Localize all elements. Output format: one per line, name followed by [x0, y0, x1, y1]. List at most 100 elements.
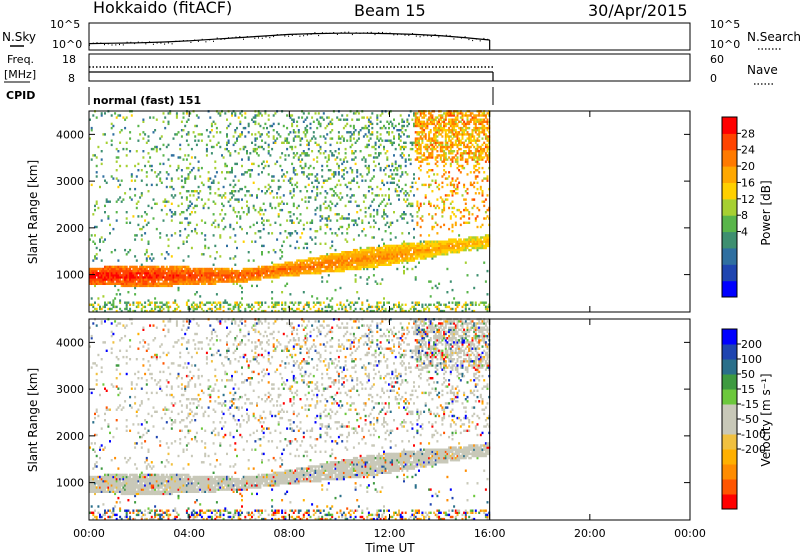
power-cell	[185, 272, 188, 275]
power-cell	[369, 261, 372, 264]
power-cell	[356, 223, 359, 227]
power-cell	[289, 272, 292, 275]
power-cell	[444, 154, 447, 157]
power-cell	[266, 274, 268, 277]
power-cell	[408, 114, 410, 117]
nsky-point	[460, 37, 462, 39]
power-cell	[438, 114, 441, 117]
power-cell	[321, 255, 324, 258]
power-cell	[140, 269, 143, 273]
power-cell	[274, 206, 277, 210]
power-cell	[114, 265, 117, 269]
power-cell	[222, 185, 225, 189]
power-cell	[418, 137, 420, 140]
power-cell	[478, 118, 481, 121]
power-cell	[112, 124, 115, 128]
power-cell	[304, 242, 307, 245]
nsky-point	[374, 33, 376, 36]
power-cell	[416, 152, 419, 155]
power-cell	[144, 284, 147, 288]
power-cell	[383, 147, 385, 151]
power-cell	[222, 274, 225, 277]
power-cell	[99, 240, 101, 243]
power-cell	[222, 280, 225, 283]
power-cell	[294, 131, 297, 134]
power-cell	[391, 177, 394, 180]
power-cell	[352, 126, 355, 130]
power-cell	[426, 253, 429, 256]
power-cell	[271, 206, 274, 210]
power-cell	[100, 280, 103, 283]
power-cell	[154, 267, 157, 271]
power-cell	[140, 282, 143, 285]
power-cell	[262, 223, 265, 227]
power-cell	[234, 175, 237, 178]
power-cell	[249, 272, 252, 275]
power-cell	[468, 154, 471, 157]
power-cell	[469, 236, 472, 239]
power-cell	[478, 112, 481, 115]
power-cell	[449, 124, 452, 128]
power-cell	[160, 274, 163, 277]
power-cell	[403, 257, 405, 260]
power-cell	[312, 185, 315, 189]
power-cell	[444, 194, 447, 197]
power-cell	[349, 255, 352, 258]
power-cell	[381, 238, 384, 241]
power-cell	[219, 255, 222, 258]
power-cell	[242, 145, 245, 149]
power-cell	[267, 269, 270, 273]
power-cell	[334, 288, 337, 292]
power-cell	[219, 272, 222, 275]
power-cell	[284, 274, 287, 277]
power-cell	[389, 244, 392, 248]
power-cell	[453, 244, 456, 248]
power-cell	[145, 267, 148, 271]
power-cell	[145, 141, 148, 144]
power-cell	[231, 190, 233, 193]
power-cell	[342, 126, 345, 130]
power-cell	[429, 116, 432, 119]
power-cell	[466, 158, 469, 161]
power-cell	[388, 248, 390, 252]
power-cell	[446, 253, 449, 256]
power-cell	[456, 133, 459, 136]
power-cell	[391, 251, 394, 254]
power-cell	[232, 208, 235, 212]
power-cell	[112, 272, 115, 275]
power-cell	[164, 269, 167, 273]
power-cell	[359, 255, 362, 258]
power-cell	[127, 251, 130, 254]
power-cell	[187, 173, 190, 176]
power-cell	[306, 221, 309, 224]
power-cell	[336, 257, 339, 260]
power-cell	[399, 145, 402, 149]
power-cell	[226, 135, 228, 138]
power-cell	[454, 309, 457, 313]
power-cell	[195, 267, 198, 271]
power-cell	[357, 137, 360, 140]
power-cell	[354, 156, 357, 159]
power-cell	[409, 242, 412, 245]
power-cell	[296, 272, 299, 275]
power-cell	[438, 154, 441, 157]
power-cell	[292, 120, 295, 123]
power-cell	[429, 204, 432, 208]
power-cell	[184, 179, 187, 182]
power-cell	[419, 240, 422, 243]
power-cell	[254, 147, 257, 151]
power-cell	[165, 278, 168, 281]
power-cell	[461, 158, 464, 161]
power-cell	[195, 232, 198, 235]
power-cell	[479, 244, 482, 248]
power-cell	[262, 267, 265, 271]
power-cell	[185, 166, 188, 170]
power-cell	[416, 309, 419, 313]
power-cell	[104, 301, 106, 304]
power-cell	[189, 274, 192, 277]
power-cell	[130, 282, 133, 285]
power-cell	[416, 242, 419, 245]
power-cell	[256, 272, 258, 275]
power-cell	[322, 269, 325, 273]
power-cell	[429, 295, 432, 298]
